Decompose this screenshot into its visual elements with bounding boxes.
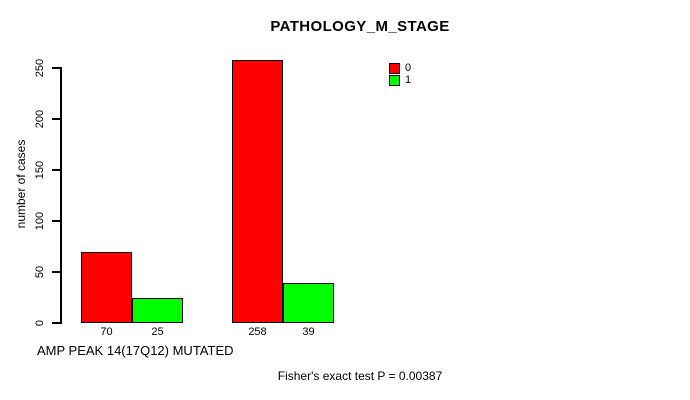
y-tick	[52, 271, 61, 273]
y-axis-label: number of cases	[14, 139, 28, 229]
legend-item-1: 1	[389, 75, 411, 86]
y-tick-label: 0	[34, 319, 46, 327]
y-tick-label: 250	[34, 58, 46, 78]
y-axis	[60, 67, 62, 324]
bar-series-1-group-2	[283, 283, 334, 323]
legend-label: 1	[405, 74, 412, 86]
bar-value-label: 39	[302, 326, 315, 338]
bar-value-label: 258	[248, 326, 267, 338]
y-tick-label: 100	[34, 211, 46, 231]
y-tick-label: 200	[34, 109, 46, 129]
bar-series-0-group-1	[81, 251, 132, 323]
bar-series-0-group-2	[232, 59, 283, 323]
chart-title: PATHOLOGY_M_STAGE	[270, 18, 450, 35]
y-tick	[52, 322, 61, 324]
x-axis-label: AMP PEAK 14(17Q12) MUTATED	[37, 343, 234, 358]
y-tick	[52, 118, 61, 120]
legend-item-0: 0	[389, 63, 411, 74]
annotation-pvalue: Fisher's exact test P = 0.00387	[277, 369, 443, 383]
bar-series-1-group-1	[132, 297, 183, 323]
y-tick-label: 150	[34, 160, 46, 180]
legend-swatch-icon	[389, 63, 400, 74]
y-tick	[52, 67, 61, 69]
y-tick	[52, 220, 61, 222]
legend-swatch-icon	[389, 75, 400, 86]
bar-value-label: 70	[100, 326, 113, 338]
legend-label: 0	[405, 62, 412, 74]
y-tick	[52, 169, 61, 171]
bar-value-label: 25	[151, 326, 164, 338]
y-tick-label: 50	[34, 265, 46, 279]
